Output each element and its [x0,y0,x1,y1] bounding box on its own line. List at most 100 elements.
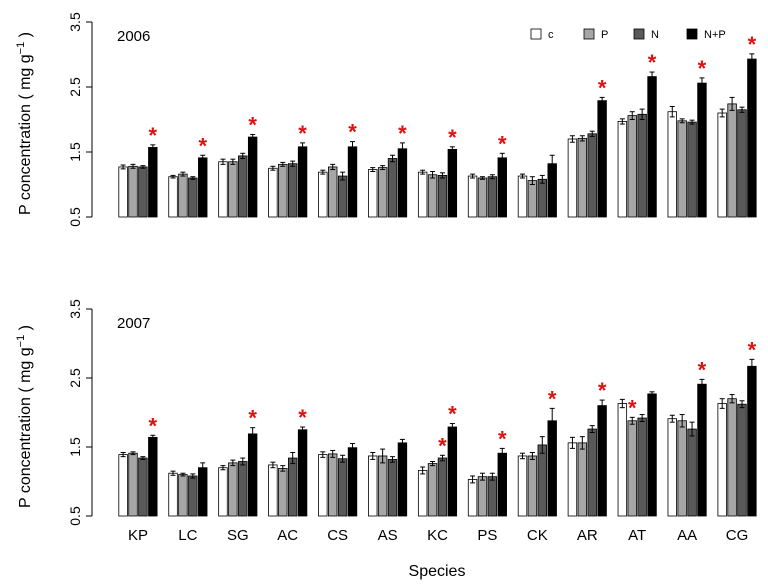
bar-c [268,464,278,517]
y-tick-label: 1.5 [67,142,83,162]
bar-n [188,475,198,517]
category-label: AR [577,527,598,544]
bar-c [567,442,578,517]
y-tick-label: 2.5 [67,368,83,388]
bar-n [287,163,298,218]
legend-swatch [530,28,542,40]
category-label: KP [128,527,148,544]
bar-c [617,121,628,218]
y-tick-label: 1.5 [67,437,83,457]
bar-p [278,163,288,218]
bar-n [487,476,498,517]
significance-star: * [348,120,357,145]
bar-npp [198,157,208,218]
category-label: AA [677,527,697,544]
y-axis-title-main: P concentration ( mg g [17,54,34,215]
y-axis-title-end: ) [17,32,34,42]
category-label: KC [427,527,448,544]
legend-swatch [583,28,595,40]
bar-c [667,418,677,517]
y-axis-title-main: P concentration ( mg g [17,347,34,508]
bar-c [118,454,128,517]
bar-n [138,457,148,517]
bar-n [587,133,597,218]
category-label: AC [277,527,298,544]
significance-star: * [598,75,607,100]
y-axis-title-superscript: −1 [15,42,27,55]
bar-p [477,476,488,517]
bar-p [527,455,538,517]
bar-p [377,455,388,517]
significance-star: * [438,433,447,458]
bar-n [737,109,747,218]
category-label: AT [628,527,646,544]
bar-c [667,111,677,218]
bar-npp [497,452,507,517]
bar-n [287,457,298,517]
year-label: 2007 [117,315,150,332]
significance-star: * [149,413,158,438]
y-axis-title: P concentration ( mg g−1 ) [15,325,34,508]
significance-star: * [498,426,507,451]
bar-n [437,457,448,517]
bar-n [487,176,498,218]
bar-p [427,174,438,218]
bar-n [387,459,398,517]
bar-c [417,171,428,218]
y-axis-title: P concentration ( mg g−1 ) [15,32,34,215]
bar-p [627,420,637,517]
legend-swatch [686,28,698,40]
significance-star: * [448,402,457,427]
category-label: PS [477,527,497,544]
bar-npp [447,426,458,517]
bar-c [417,470,428,517]
year-label: 2006 [117,28,150,45]
y-tick-label: 0.5 [67,506,83,526]
significance-star: * [248,406,257,431]
panel-2006: 0.5 1.5 2.5 3.5 P concentration ( mg g−1 ) 20… [15,12,757,227]
significance-star: * [628,395,637,420]
significance-star: * [748,32,757,57]
bar-npp [247,136,258,218]
significance-star: * [198,133,207,158]
bar-p [527,180,538,218]
bar-c [118,166,128,218]
bar-npp [647,393,657,517]
significance-star: * [698,56,707,81]
bar-n [737,403,747,517]
bar-p [278,467,288,517]
bar-n [687,121,697,218]
bar-n [687,428,697,517]
bar-p [477,177,488,218]
significance-star: * [548,386,557,411]
bar-c [567,138,578,218]
bar-p [328,166,338,218]
significance-star: * [648,50,657,75]
bar-c [717,112,727,218]
legend: c P N N+P [530,28,726,41]
significance-star: * [698,357,707,382]
bar-n [637,417,647,517]
bar-n [188,177,198,218]
y-axis-title-end: ) [17,325,34,335]
significance-star: * [298,405,307,430]
bar-p [627,115,637,218]
bar-p [427,463,438,517]
bar-c [168,472,178,517]
bar-p [178,173,188,218]
legend-label: N [651,29,659,41]
bar-npp [497,157,507,218]
category-label: CK [527,527,548,544]
bar-npp [747,58,757,218]
bar-p [228,462,238,517]
bar-npp [297,429,308,517]
bar-c [168,176,178,218]
bar-c [717,403,727,517]
bar-npp [397,148,408,218]
bar-c [617,403,628,517]
bar-c [517,455,528,517]
bar-c [467,479,478,517]
bar-p [727,103,737,218]
y-tick-label: 3.5 [67,299,83,319]
x-axis-title: Species [409,563,466,580]
